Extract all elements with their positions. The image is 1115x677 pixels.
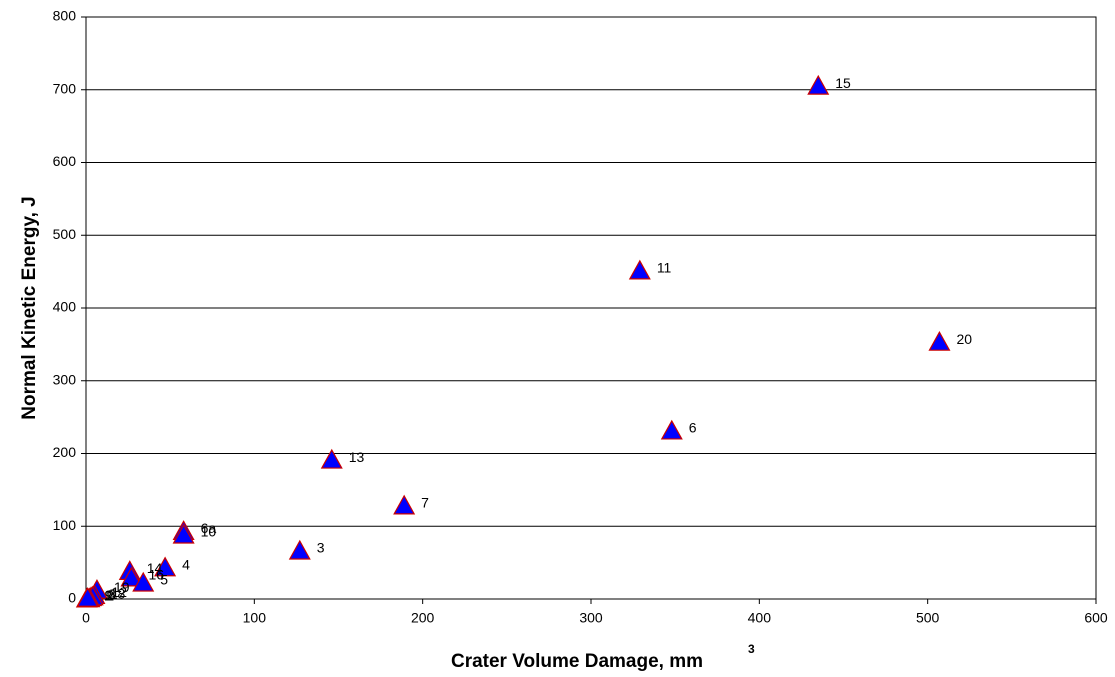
point-label: 5 [160,572,168,588]
data-point [628,259,651,280]
point-label: 15 [835,75,851,91]
x-tick-label: 300 [579,610,603,626]
point-label: 7 [421,495,429,511]
point-label: 13 [349,449,365,465]
data-point [132,571,155,592]
y-tick-label: 500 [53,226,77,242]
point-label: 8 [108,586,116,602]
x-tick-label: 500 [916,610,940,626]
y-tick-label: 600 [53,153,77,169]
point-label: 20 [956,331,972,347]
x-tick-label: 100 [243,610,267,626]
data-point [288,539,311,560]
point-label: 18 [110,586,126,602]
data-point [928,330,951,351]
x-tick-label: 400 [748,610,772,626]
data-point [76,587,99,607]
y-axis-title: Normal Kinetic Energy, J [19,196,40,420]
point-label: 4 [182,556,190,572]
point-label: 10 [201,524,217,540]
x-tick-label: 200 [411,610,435,626]
data-point [120,566,143,587]
data-point [154,556,177,577]
point-label: 9 [105,587,113,603]
y-tick-label: 700 [53,80,77,96]
data-point [660,419,683,440]
point-label: 14 [147,560,163,576]
y-tick-label: 300 [53,371,77,387]
point-label: 2 [106,587,114,603]
x-axis-title: Crater Volume Damage, mm [451,651,703,672]
x-tick-label: 600 [1084,610,1108,626]
x-tick-label: 0 [82,610,90,626]
y-tick-label: 100 [53,517,77,533]
y-tick-label: 800 [53,8,77,24]
point-label: 12 [111,584,127,600]
point-label: 19 [114,579,130,595]
point-label: 6 [689,420,697,436]
point-label: 3 [317,540,325,556]
y-tick-label: 200 [53,444,77,460]
data-point [807,74,830,95]
point-label: 6a [201,520,217,536]
point-label: 16 [148,567,164,583]
x-axis-title-superscript: 3 [748,642,755,656]
data-point [320,448,343,469]
data-point [172,523,195,544]
data-point [393,494,416,515]
y-tick-label: 400 [53,299,77,315]
y-tick-label: 0 [68,590,76,606]
point-label: 1 [104,588,112,604]
point-label: 11 [657,260,672,276]
